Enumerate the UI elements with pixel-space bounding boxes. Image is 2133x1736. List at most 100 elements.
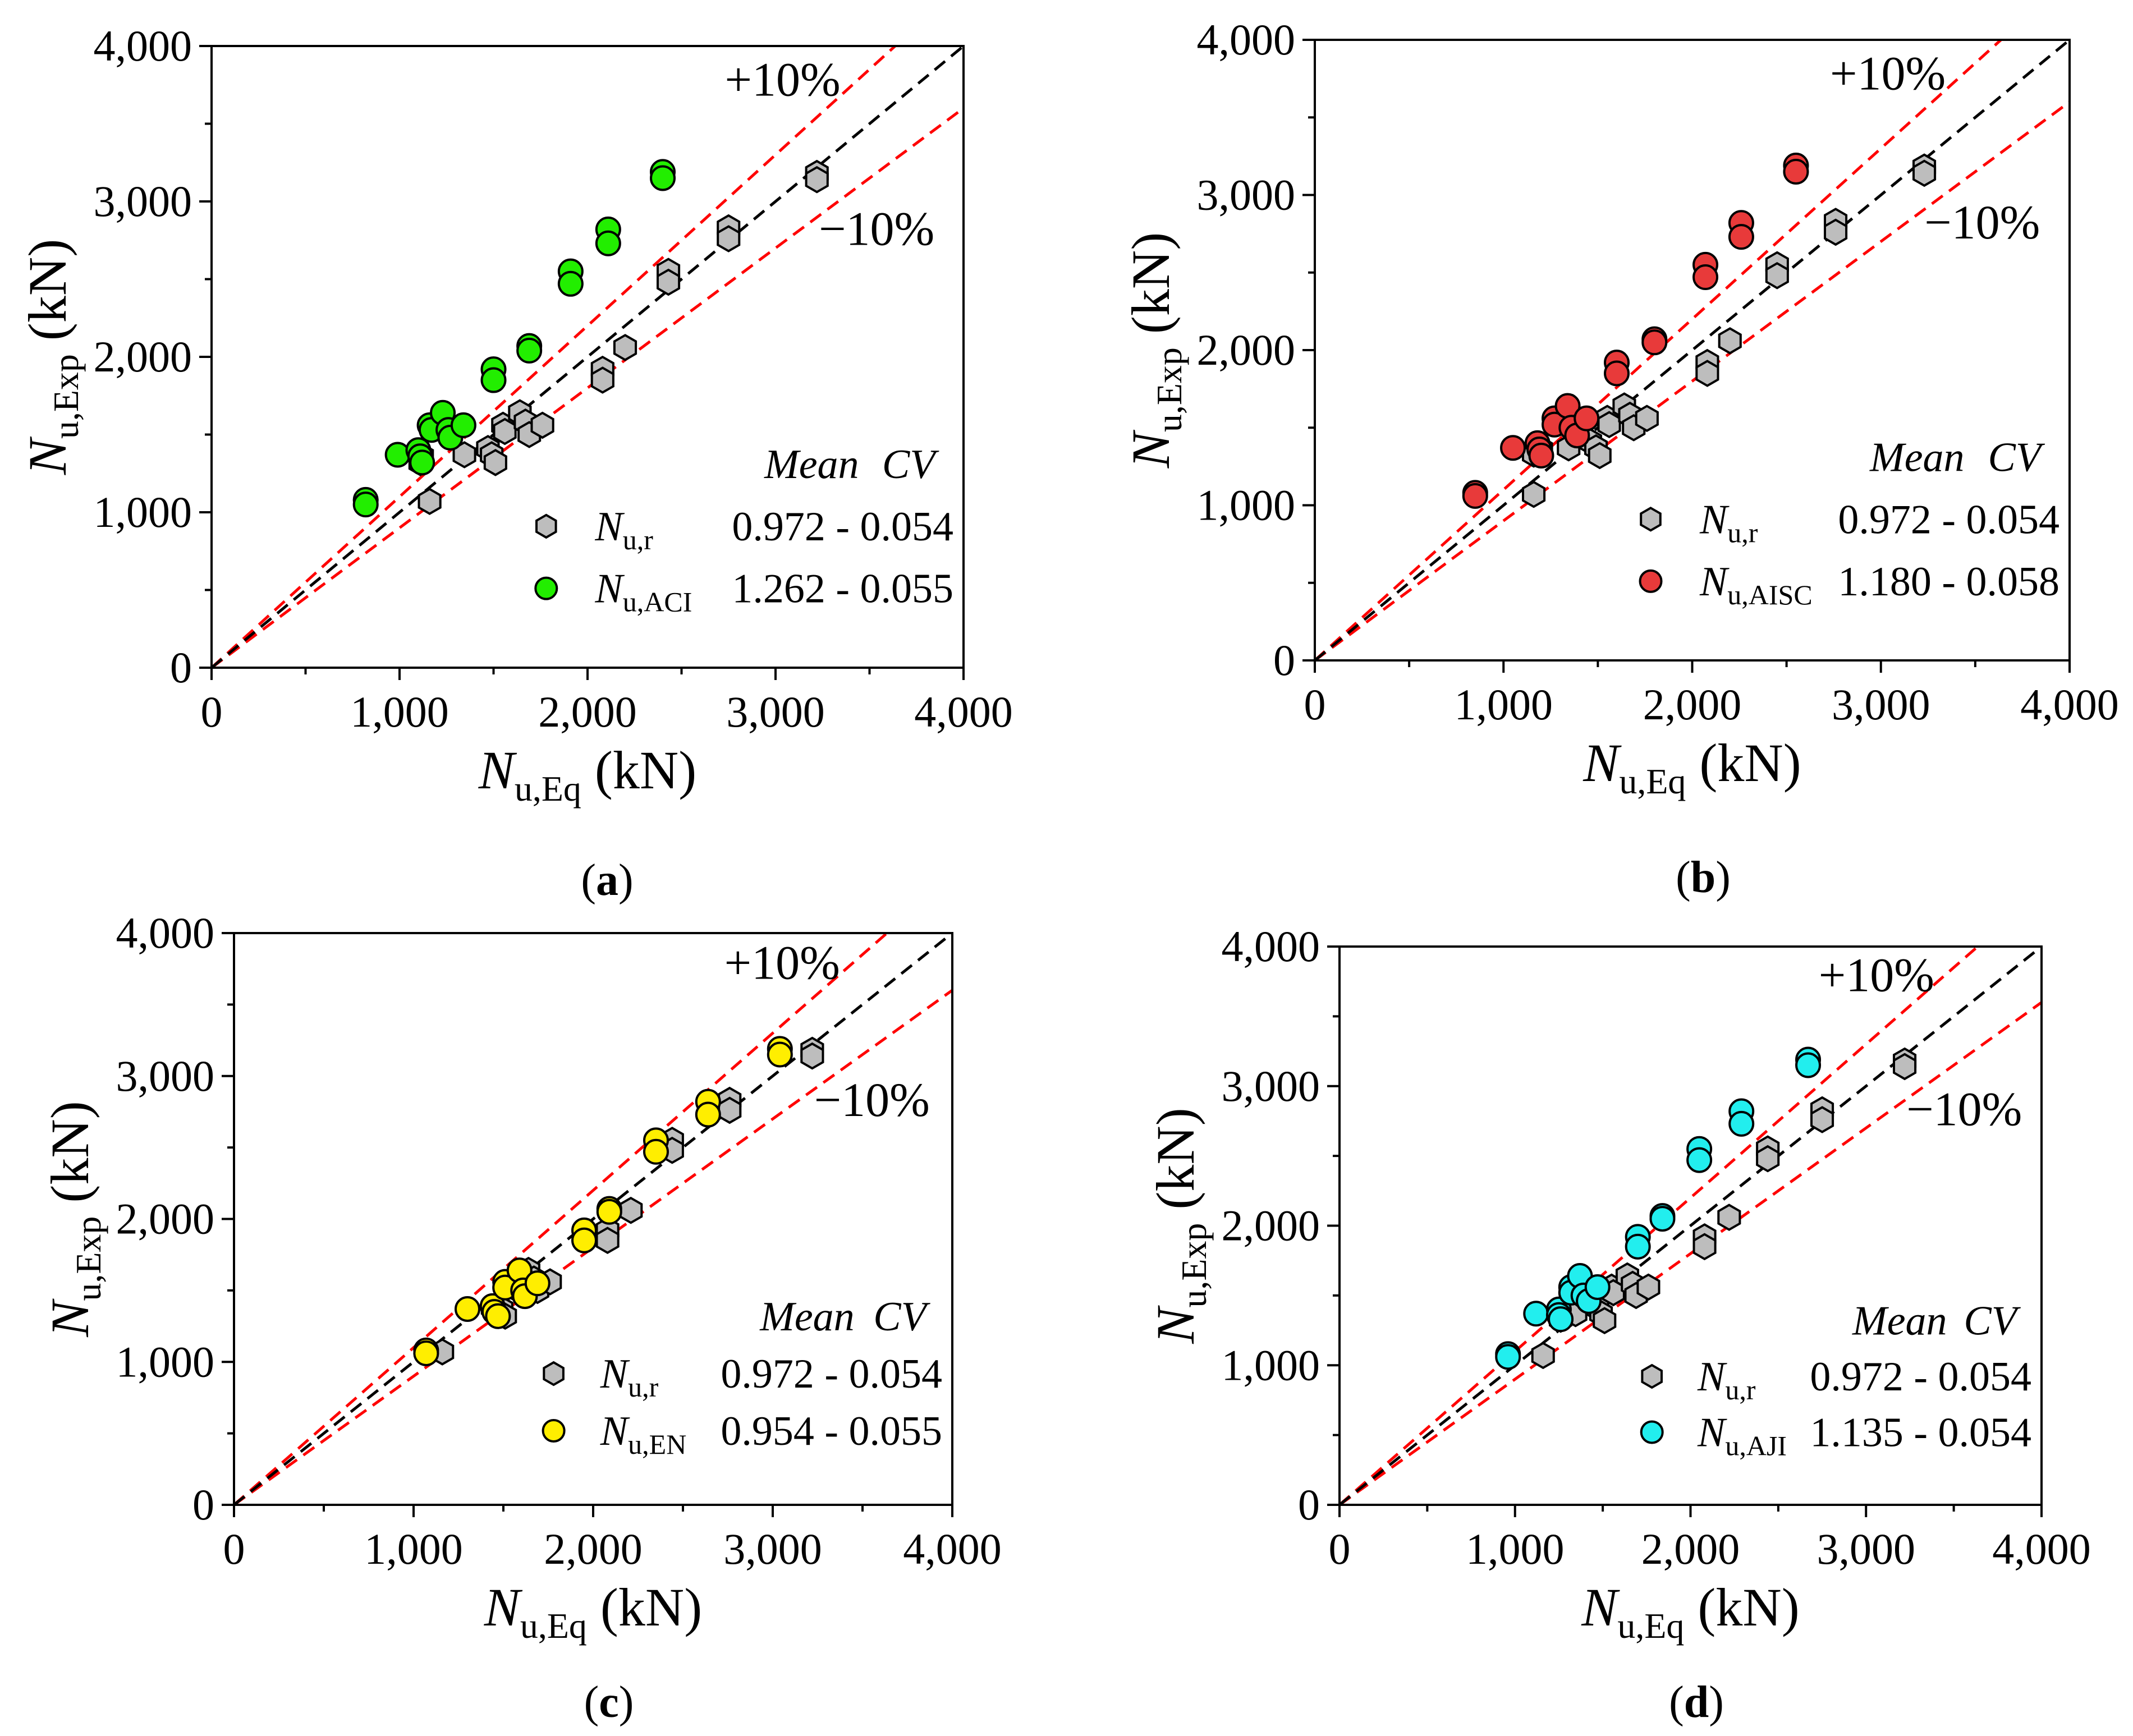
legend-sub: u,r xyxy=(1727,517,1758,548)
plus-10-label: +10% xyxy=(725,53,841,107)
data-point xyxy=(1641,329,1668,356)
data-point xyxy=(657,268,681,296)
y-tick-label: 1,000 xyxy=(94,488,192,536)
legend-var: N xyxy=(600,1351,630,1397)
data-point xyxy=(352,492,379,518)
y-tick-label: 4,000 xyxy=(94,21,192,70)
data-point xyxy=(480,367,507,393)
y-axis-title: Nu,Exp (kN) xyxy=(17,239,86,475)
data-point xyxy=(1728,1110,1755,1137)
x-tick-label: 2,000 xyxy=(1641,1524,1740,1573)
legend-cv-header: CV xyxy=(873,1294,930,1340)
x-axis-unit: (kN) xyxy=(587,1577,702,1637)
y-axis-unit: (kN) xyxy=(1121,232,1181,347)
x-tick-label: 4,000 xyxy=(914,687,1013,736)
data-point xyxy=(590,366,614,394)
x-tick-label: 0 xyxy=(1304,680,1326,729)
data-point xyxy=(1692,1233,1717,1261)
equality-line xyxy=(234,933,952,1505)
data-point xyxy=(557,270,584,297)
legend-sub: u,EN xyxy=(628,1429,686,1460)
guide-lines xyxy=(1315,40,2070,660)
x-tick-label: 0 xyxy=(223,1524,245,1573)
legend-var: N xyxy=(1697,1410,1727,1456)
legend-marker-circle xyxy=(1640,1420,1664,1444)
y-tick-label: 2,000 xyxy=(116,1195,215,1243)
data-point xyxy=(1893,1053,1917,1081)
data-point xyxy=(1574,405,1600,431)
y-axis-var: N xyxy=(1121,429,1181,469)
plus-10-label: +10% xyxy=(1819,948,1934,1002)
data-point xyxy=(1692,264,1719,291)
legend: Mean CV Nu,r 0.972 - 0.054 Nu,EN 0.954 - 0.05… xyxy=(542,1294,942,1460)
legend-marker-circle xyxy=(1639,569,1663,593)
x-axis-sub: u,Eq xyxy=(520,1606,587,1646)
y-axis-sub: u,Exp xyxy=(1149,347,1189,432)
panel-d: 0 1,000 2,000 3,000 4,000 0 1,000 2,000 3,000 4,0… xyxy=(1145,922,2091,1727)
x-tick-label: 2,000 xyxy=(1643,680,1742,729)
legend-series-name: Nu,r xyxy=(1699,497,1758,548)
minus-10-line xyxy=(212,107,964,668)
x-axis-title: Nu,Eq (kN) xyxy=(484,1577,702,1646)
y-tick-label: 4,000 xyxy=(116,908,215,957)
legend-series-name: Nu,r xyxy=(594,504,653,555)
equality-line xyxy=(1340,947,2042,1505)
legend-stats: 0.972 - 0.054 xyxy=(1838,497,2059,543)
data-point xyxy=(1500,435,1526,461)
x-tick-label: 4,000 xyxy=(2020,680,2119,729)
x-axis-var: N xyxy=(1581,1577,1620,1637)
x-axis-title: Nu,Eq (kN) xyxy=(1581,1577,1799,1646)
legend-stats: 0.972 - 0.054 xyxy=(732,504,953,550)
x-tick-label: 0 xyxy=(1329,1524,1351,1573)
data-point xyxy=(1548,1306,1574,1333)
data-point xyxy=(1588,442,1612,470)
plus-10-label: +10% xyxy=(1830,46,1946,100)
panel-a: 0 1,000 2,000 3,000 4,000 0 1,000 2,000 3,000 4,0… xyxy=(17,21,1013,905)
data-point xyxy=(413,1340,439,1366)
legend-var: N xyxy=(594,504,625,550)
y-tick-label: 0 xyxy=(1298,1480,1320,1529)
x-tick-label: 3,000 xyxy=(726,687,825,736)
data-point xyxy=(1584,1274,1611,1300)
x-axis-title: Nu,Eq (kN) xyxy=(478,740,696,809)
legend-stats: 1.262 - 0.055 xyxy=(732,566,953,612)
guide-lines xyxy=(212,46,964,668)
data-point xyxy=(613,334,637,361)
legend-mean-header: Mean xyxy=(759,1294,855,1340)
x-tick-label: 1,000 xyxy=(1455,680,1553,729)
panel-caption: (d) xyxy=(1669,1678,1724,1727)
data-point xyxy=(717,225,741,252)
minus-10-line xyxy=(234,989,952,1505)
legend-marker-hexagon xyxy=(535,513,557,539)
caption-letter: a xyxy=(596,856,618,905)
caption-close: ) xyxy=(619,1678,634,1727)
minus-10-label: −10% xyxy=(814,1073,930,1127)
x-tick-label: 3,000 xyxy=(1832,680,1930,729)
caption-close: ) xyxy=(1709,1678,1724,1727)
data-point xyxy=(1495,1344,1521,1370)
x-tick-label: 4,000 xyxy=(1992,1524,2091,1573)
legend-marker-hexagon xyxy=(1641,1363,1663,1389)
caption-letter: c xyxy=(599,1678,619,1727)
y-axis-var: N xyxy=(17,436,77,475)
y-axis-title: Nu,Exp (kN) xyxy=(1145,1108,1214,1344)
legend-sub: u,r xyxy=(623,524,654,555)
y-tick-label: 0 xyxy=(1273,636,1295,685)
legend-series-name: Nu,EN xyxy=(600,1408,687,1460)
panel-caption: (b) xyxy=(1676,853,1731,902)
data-point xyxy=(1522,480,1546,508)
y-tick-label: 2,000 xyxy=(1197,325,1296,374)
x-axis-title: Nu,Eq (kN) xyxy=(1582,733,1801,801)
x-axis-var: N xyxy=(1582,733,1622,793)
y-tick-label: 3,000 xyxy=(94,177,192,226)
x-axis-unit: (kN) xyxy=(1684,1577,1799,1637)
legend: Mean CV Nu,r 0.972 - 0.054 Nu,AJI 1.135 - 0.0… xyxy=(1640,1298,2031,1462)
caption-open: ( xyxy=(1669,1678,1684,1727)
data-point xyxy=(483,449,507,476)
legend-marker-hexagon xyxy=(1640,506,1662,532)
data-point xyxy=(595,230,621,256)
data-point xyxy=(485,1303,511,1329)
legend: Mean CV Nu,r 0.972 - 0.054 Nu,ACI 1.262 - 0.0… xyxy=(534,442,953,618)
x-axis-unit: (kN) xyxy=(581,740,696,800)
data-point xyxy=(1523,1301,1549,1327)
